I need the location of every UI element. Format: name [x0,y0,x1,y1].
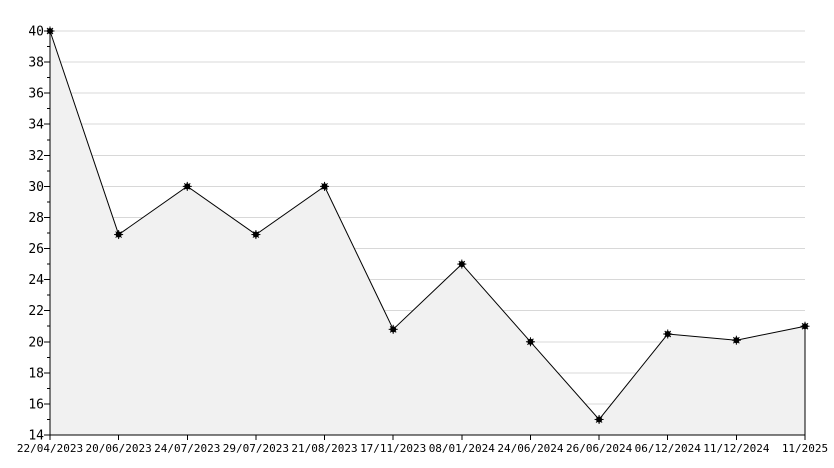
marker-shape [390,326,397,333]
x-axis-tick-label: 17/11/2023 [360,442,426,455]
data-point-marker [457,259,467,269]
y-axis-tick-label: 38 [28,56,44,71]
y-axis-tick-label: 26 [28,242,44,257]
x-axis-tick-label: 11/2025 [782,442,828,455]
y-axis-tick-label: 36 [28,87,44,102]
marker-shape [321,183,328,190]
data-point-marker [45,26,55,36]
marker-shape [115,231,122,238]
x-axis-tick-label: 11/12/2024 [703,442,770,455]
y-axis-tick-label: 14 [28,429,44,444]
marker-shape [733,337,740,344]
marker-shape [47,28,53,34]
x-axis-tick-label: 26/06/2024 [566,442,633,455]
data-point-marker [663,329,673,339]
series-area [49,30,806,436]
data-point-marker [388,324,398,334]
y-axis-tick-label: 28 [28,211,44,226]
marker-shape [802,323,808,330]
y-axis-tick-label: 16 [28,397,44,412]
marker-shape [184,183,191,190]
x-axis-tick-label: 22/04/2023 [17,442,83,455]
x-axis-tick-label: 20/06/2023 [86,442,152,455]
x-axis-tick-label: 29/07/2023 [223,442,289,455]
data-point-marker [320,181,330,191]
x-axis-tick-label: 24/06/2024 [497,442,564,455]
x-axis-tick-label: 21/08/2023 [291,442,357,455]
data-point-marker [800,321,810,331]
data-point-marker [182,181,192,191]
y-axis-tick-label: 22 [28,304,44,319]
y-axis-tick-label: 32 [28,149,44,164]
y-axis-tick-label: 24 [28,273,44,288]
marker-shape [527,338,534,345]
y-axis-tick-label: 30 [28,180,44,195]
data-point-marker [251,230,261,240]
marker-shape [664,331,671,337]
marker-shape [596,416,603,423]
y-axis-tick-label: 40 [28,25,44,40]
y-axis-tick-label: 18 [28,366,44,381]
marker-shape [458,261,465,268]
data-point-marker [114,230,124,240]
data-point-marker [594,414,604,424]
x-axis-tick-label: 08/01/2024 [429,442,496,455]
marker-shape [252,231,259,238]
data-point-marker [731,335,741,345]
y-axis-tick-label: 34 [28,118,44,133]
x-axis-tick-label: 06/12/2024 [635,442,702,455]
x-axis-tick-label: 24/07/2023 [154,442,220,455]
y-axis-tick-label: 20 [28,335,44,350]
data-point-marker [525,337,535,347]
